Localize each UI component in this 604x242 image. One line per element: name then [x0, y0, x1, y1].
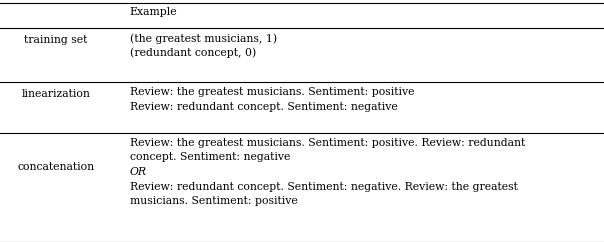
Text: (redundant concept, 0): (redundant concept, 0) — [130, 47, 256, 58]
Text: Review: redundant concept. Sentiment: negative. Review: the greatest: Review: redundant concept. Sentiment: ne… — [130, 182, 518, 191]
Text: Review: the greatest musicians. Sentiment: positive. Review: redundant: Review: the greatest musicians. Sentimen… — [130, 138, 525, 148]
Text: linearization: linearization — [21, 89, 91, 99]
Text: OR: OR — [130, 167, 147, 177]
Text: (the greatest musicians, 1): (the greatest musicians, 1) — [130, 33, 277, 44]
Text: Example: Example — [130, 7, 178, 17]
Text: Review: redundant concept. Sentiment: negative: Review: redundant concept. Sentiment: ne… — [130, 101, 397, 112]
Text: concatenation: concatenation — [18, 162, 94, 172]
Text: musicians. Sentiment: positive: musicians. Sentiment: positive — [130, 196, 298, 206]
Text: training set: training set — [24, 35, 88, 45]
Text: concept. Sentiment: negative: concept. Sentiment: negative — [130, 152, 291, 162]
Text: Review: the greatest musicians. Sentiment: positive: Review: the greatest musicians. Sentimen… — [130, 87, 414, 97]
